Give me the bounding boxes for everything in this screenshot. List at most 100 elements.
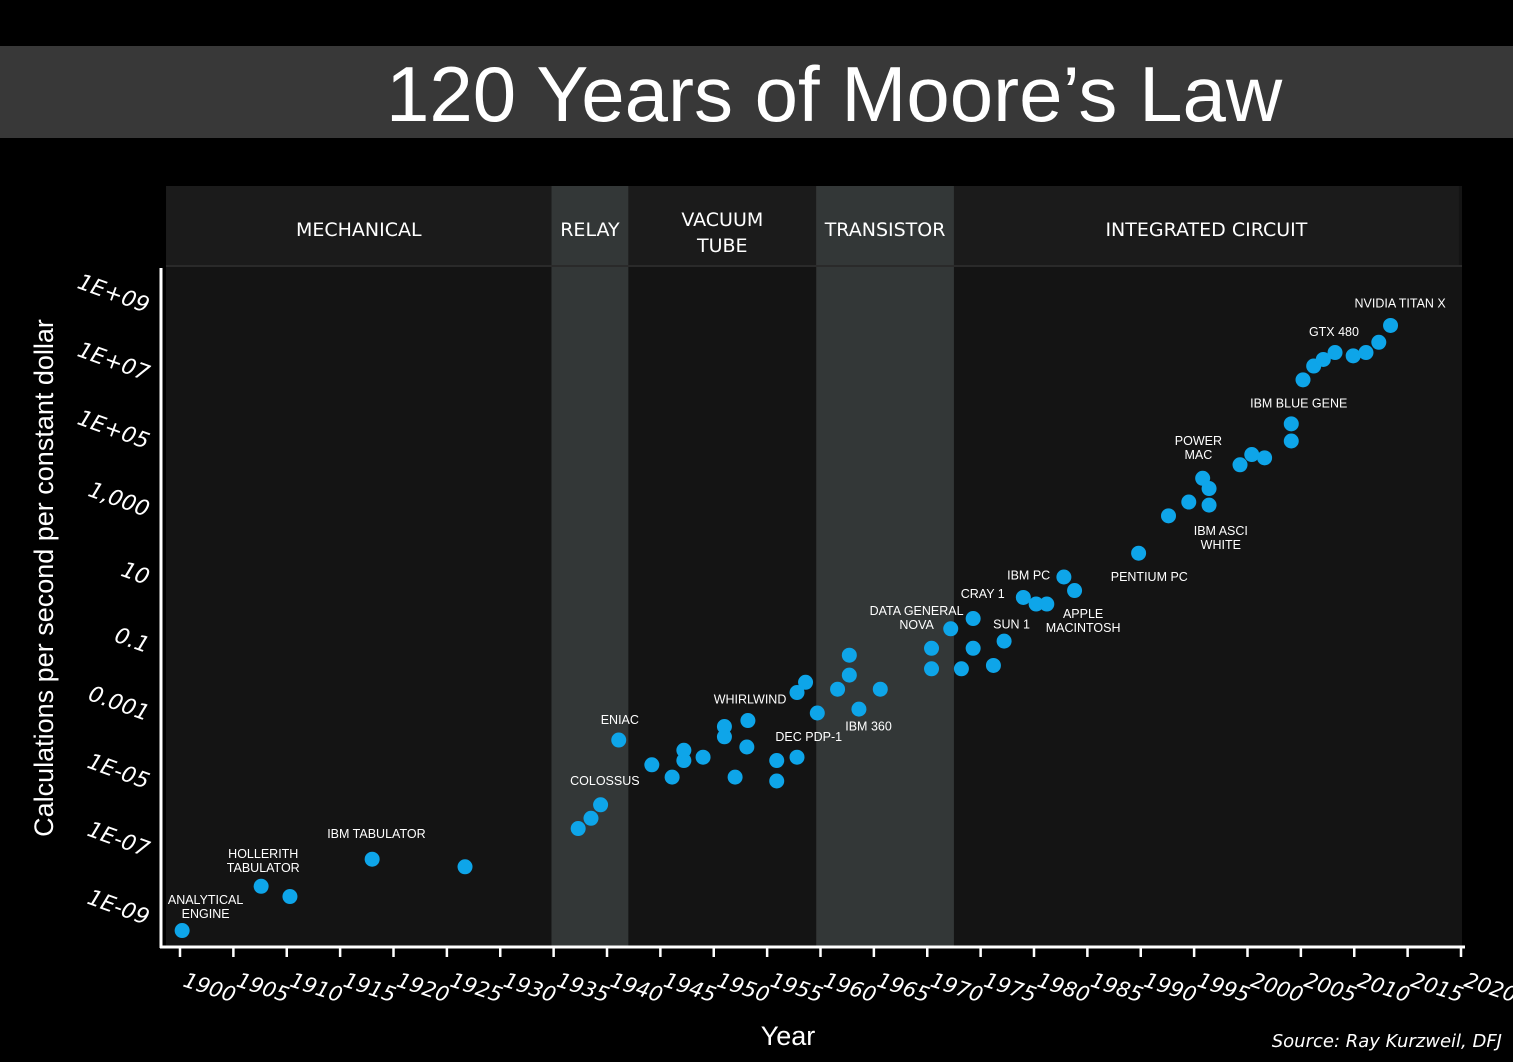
data-point [769, 753, 785, 769]
data-point [1257, 450, 1273, 466]
data-point [965, 611, 981, 627]
x-tick-label: 1970 [928, 968, 986, 1007]
data-point [809, 705, 825, 721]
era-label: MECHANICAL [296, 219, 422, 241]
data-point [676, 742, 692, 758]
data-point [1383, 317, 1399, 333]
x-tick-label: 1965 [874, 968, 932, 1007]
x-tick-label: 1925 [447, 968, 505, 1007]
data-point [1358, 345, 1374, 361]
title-bar [0, 46, 1513, 138]
x-tick-label: 1900 [180, 968, 238, 1007]
chart-title: 120 Years of Moore’s Law [386, 50, 1283, 138]
data-point [611, 732, 627, 748]
point-annotation: IBM TABULATOR [327, 827, 425, 841]
data-point [1028, 596, 1044, 612]
x-tick-label: 1930 [501, 968, 559, 1007]
era-header-4 [953, 186, 1459, 266]
data-point [253, 878, 269, 894]
data-point [1181, 494, 1197, 510]
data-point [739, 739, 755, 755]
data-point [1201, 497, 1217, 513]
data-point [583, 810, 599, 826]
x-tick-label: 1920 [394, 968, 452, 1007]
x-tick-label: 2000 [1248, 968, 1306, 1007]
plot-background [166, 186, 1462, 946]
data-point [789, 749, 805, 765]
era-band-3 [816, 186, 954, 946]
data-point [1371, 334, 1387, 350]
data-point [769, 773, 785, 789]
data-point [1283, 416, 1299, 432]
x-tick-label: 2015 [1408, 968, 1466, 1007]
point-annotation: SUN 1 [993, 618, 1030, 632]
y-tick-label: 1,000 [85, 478, 153, 523]
data-point [1039, 596, 1055, 612]
era-header-2 [628, 186, 817, 266]
x-tick-label: 2020 [1461, 968, 1513, 1007]
data-point [789, 685, 805, 701]
data-point [965, 640, 981, 656]
era-header-1 [551, 186, 629, 266]
x-tick-label: 1975 [981, 968, 1039, 1007]
x-tick-label: 1905 [234, 968, 292, 1007]
point-annotation: WHIRLWIND [714, 692, 787, 706]
era-header-0 [166, 186, 552, 266]
y-tick-label: 0.001 [85, 682, 153, 727]
y-tick-label: 1E-07 [84, 817, 153, 862]
data-point [1232, 457, 1248, 473]
data-point [1315, 351, 1331, 367]
x-tick-label: 1995 [1195, 968, 1253, 1007]
data-point [1283, 433, 1299, 449]
point-annotation: IBM ASCI WHITE [1194, 524, 1248, 552]
data-point [1056, 569, 1072, 585]
y-tick-label: 1E-09 [84, 885, 153, 930]
data-point [1131, 545, 1147, 561]
point-annotation: DEC PDP-1 [775, 730, 842, 744]
data-point [695, 749, 711, 765]
y-tick-label: 10 [118, 558, 153, 591]
data-point [174, 923, 190, 939]
data-point [841, 647, 857, 663]
data-point [364, 851, 380, 867]
x-tick-label: 1985 [1088, 968, 1146, 1007]
point-annotation: APPLE MACINTOSH [1046, 607, 1121, 635]
data-point [830, 681, 846, 697]
point-annotation: IBM BLUE GENE [1250, 397, 1347, 411]
x-tick-label: 1910 [287, 968, 345, 1007]
data-point [841, 667, 857, 683]
data-point [570, 821, 586, 837]
era-label: TRANSISTOR [824, 219, 946, 241]
x-tick-label: 2010 [1355, 968, 1413, 1007]
data-point [798, 674, 814, 690]
point-annotation: GTX 480 [1309, 325, 1359, 339]
data-point [985, 657, 1001, 673]
point-annotation: IBM PC [1007, 569, 1050, 583]
source-note: Source: Ray Kurzweil, DFJ [1272, 1031, 1502, 1052]
data-point [740, 713, 756, 729]
y-tick-label: 1E+07 [74, 338, 152, 387]
data-point [953, 661, 969, 677]
x-tick-label: 1945 [661, 968, 719, 1007]
point-annotation: ENIAC [601, 713, 639, 727]
data-point [644, 757, 660, 773]
x-axis-title: Year [761, 1021, 816, 1051]
data-point [1067, 583, 1083, 599]
data-point [457, 859, 473, 875]
data-point [851, 701, 867, 717]
point-annotation: CRAY 1 [961, 587, 1005, 601]
x-tick-label: 1935 [554, 968, 612, 1007]
x-tick-label: 1990 [1141, 968, 1199, 1007]
era-header-3 [816, 186, 954, 266]
y-axis-title: Calculations per second per constant dol… [29, 319, 59, 837]
data-point [996, 633, 1012, 649]
data-point [943, 621, 959, 637]
data-point [924, 640, 940, 656]
y-tick-label: 1E-05 [84, 749, 153, 794]
point-annotation: IBM 360 [845, 720, 892, 734]
point-annotation: ANALYTICAL ENGINE [168, 893, 244, 921]
point-annotation: PENTIUM PC [1111, 570, 1188, 584]
era-band-1 [551, 186, 629, 946]
data-point [1327, 345, 1343, 361]
